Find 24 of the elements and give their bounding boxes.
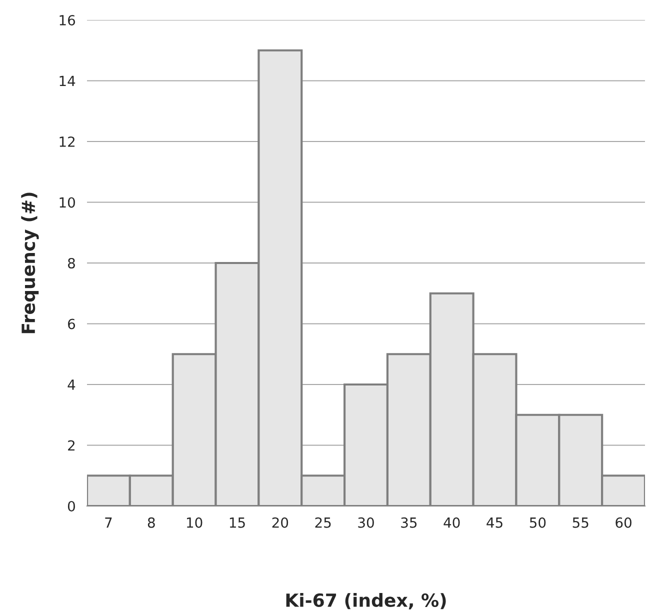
y-tick-label: 14	[60, 76, 76, 86]
x-tick-label: 8	[148, 517, 155, 528]
x-tick-label: 35	[401, 517, 417, 528]
y-tick-label: 16	[60, 14, 76, 26]
x-tick-label: 55	[572, 518, 588, 528]
x-tick-label: 50	[530, 517, 546, 528]
x-tick-label: 40	[444, 517, 460, 528]
x-axis-title: Ki-67 (index, %)	[286, 593, 446, 610]
y-tick-label: 8	[68, 258, 75, 268]
y-tick-label: 2	[68, 440, 74, 451]
y-tick-label: 10	[60, 197, 75, 208]
x-tick-label: 25	[315, 517, 331, 528]
y-tick-label: 6	[68, 318, 76, 330]
x-tick-label: 30	[358, 517, 374, 528]
x-tick-label: 45	[486, 518, 502, 528]
y-tick-label: 0	[68, 500, 75, 512]
x-tick-label: 60	[616, 517, 632, 528]
x-tick-label: 10	[186, 517, 202, 528]
y-tick-label: 4	[68, 380, 76, 390]
x-tick-label: 7	[105, 518, 112, 528]
y-axis-title: Frequency (#)	[21, 192, 39, 334]
y-tick-label: 12	[60, 136, 74, 147]
x-tick-label: 15	[230, 518, 245, 528]
x-tick-label: 20	[272, 517, 288, 528]
